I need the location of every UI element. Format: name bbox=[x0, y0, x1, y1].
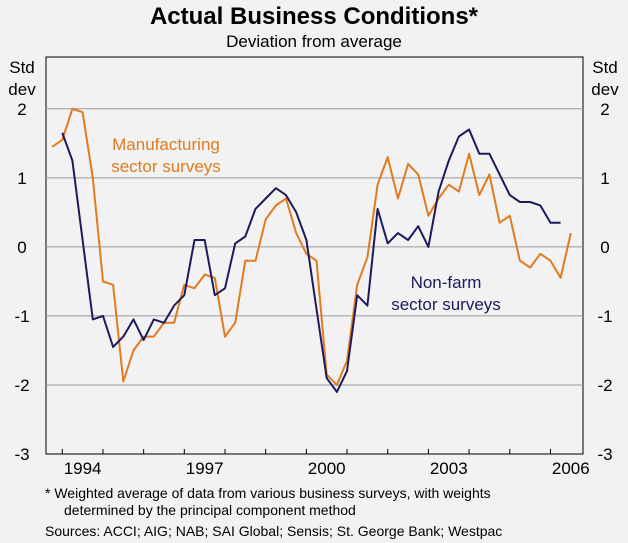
y-tick-left-1: 1 bbox=[17, 169, 26, 188]
series-label-manufacturing: Manufacturing sector surveys bbox=[111, 135, 221, 176]
y-tick-right-1: 1 bbox=[600, 169, 609, 188]
y-tick-left--3: -3 bbox=[14, 445, 29, 464]
y-axis-left: 2 1 0 -1 -2 -3 bbox=[14, 100, 29, 464]
x-tick-label-2000: 2000 bbox=[308, 459, 346, 478]
series-label-nonfarm-line1: Non-farm bbox=[411, 273, 482, 292]
series-line-1 bbox=[61, 128, 561, 393]
plot-area: 2 1 0 -1 -2 -3 2 1 0 -1 -2 -3 1994 1997 2000 2003 2006 bbox=[14, 56, 613, 478]
series-line-0 bbox=[51, 107, 572, 386]
x-tick-label-1994: 1994 bbox=[64, 459, 102, 478]
series-label-manufacturing-line1: Manufacturing bbox=[112, 135, 220, 154]
footnote-line1: * Weighted average of data from various … bbox=[45, 485, 491, 501]
x-tick-label-1997: 1997 bbox=[186, 459, 224, 478]
chart-title: Actual Business Conditions* bbox=[150, 3, 479, 30]
series-label-nonfarm-line2: sector surveys bbox=[391, 295, 501, 314]
y-tick-left-2: 2 bbox=[17, 100, 26, 119]
y-tick-left--1: -1 bbox=[14, 307, 29, 326]
y-tick-right--3: -3 bbox=[597, 445, 612, 464]
left-axis-unit-line2: dev bbox=[8, 80, 36, 99]
y-tick-right--1: -1 bbox=[597, 307, 612, 326]
footnote-sources: Sources: ACCI; AIG; NAB; SAI Global; Sen… bbox=[45, 523, 502, 539]
series-layer bbox=[51, 107, 572, 393]
x-tick-label-2003: 2003 bbox=[430, 459, 468, 478]
y-tick-right--2: -2 bbox=[597, 376, 612, 395]
y-tick-left--2: -2 bbox=[14, 376, 29, 395]
y-tick-right-0: 0 bbox=[600, 238, 609, 257]
x-tick-label-2006: 2006 bbox=[552, 459, 590, 478]
plot-background bbox=[45, 56, 584, 455]
left-axis-unit-line1: Std bbox=[9, 58, 35, 77]
series-label-manufacturing-line2: sector surveys bbox=[111, 157, 221, 176]
y-tick-right-2: 2 bbox=[600, 100, 609, 119]
right-axis-unit-line2: dev bbox=[591, 80, 619, 99]
series-label-nonfarm: Non-farm sector surveys bbox=[391, 273, 501, 314]
x-axis: 1994 1997 2000 2003 2006 bbox=[61, 449, 590, 478]
gridlines bbox=[46, 108, 583, 386]
y-axis-right: 2 1 0 -1 -2 -3 bbox=[597, 100, 612, 464]
footnote-line2: determined by the principal component me… bbox=[64, 502, 356, 518]
chart-subtitle: Deviation from average bbox=[226, 32, 402, 51]
y-tick-left-0: 0 bbox=[17, 238, 26, 257]
right-axis-unit-line1: Std bbox=[592, 58, 618, 77]
